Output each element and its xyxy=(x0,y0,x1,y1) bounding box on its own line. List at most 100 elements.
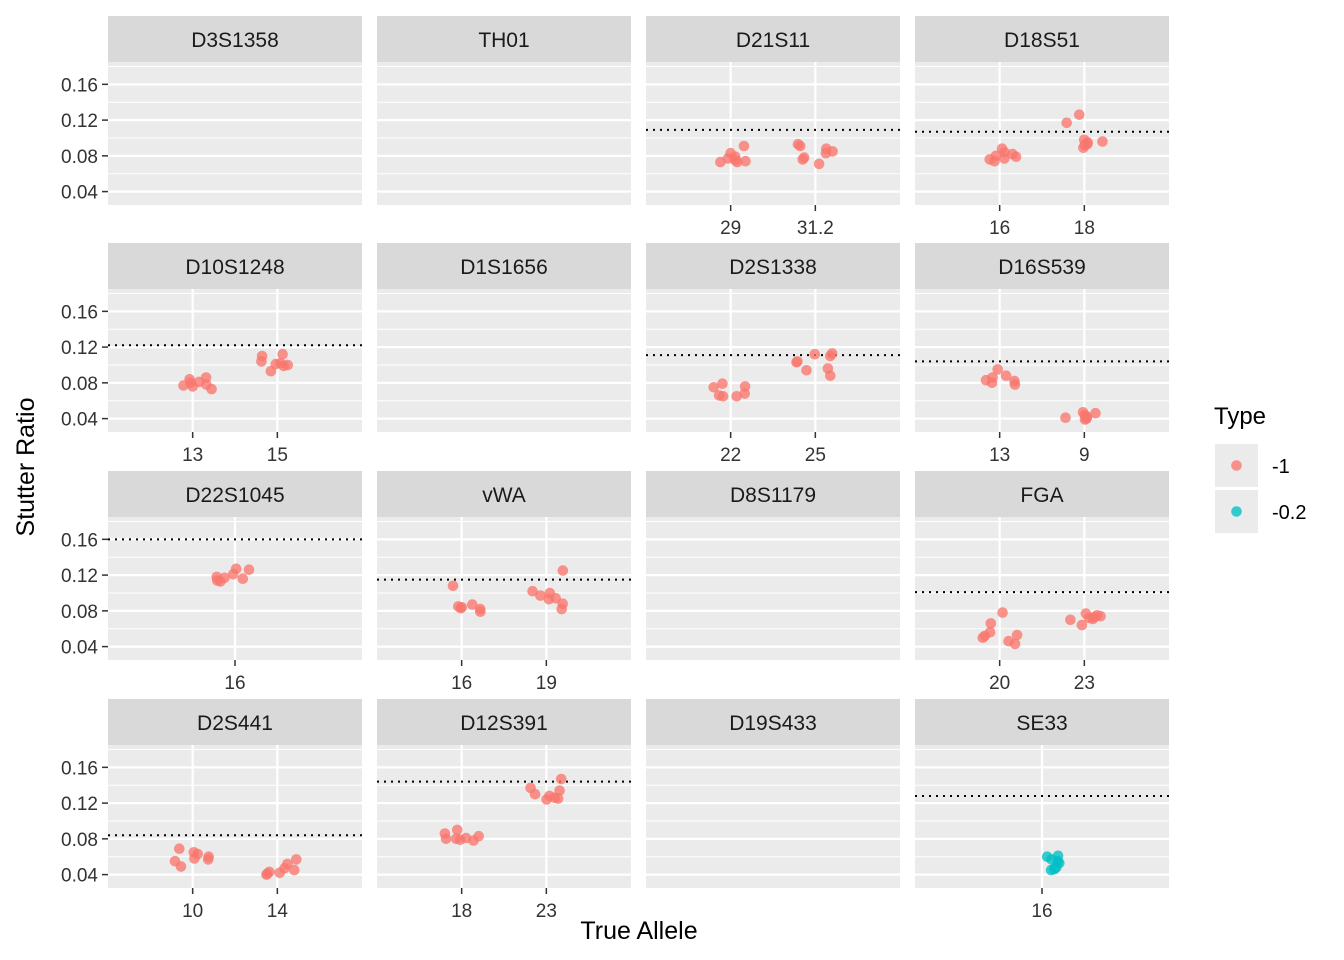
data-point xyxy=(541,794,552,805)
y-tick-label: 0.08 xyxy=(61,374,98,395)
data-point xyxy=(809,348,821,360)
data-point xyxy=(475,606,486,617)
data-point xyxy=(717,391,729,402)
facet-strip-label: vWA xyxy=(482,484,526,507)
data-point xyxy=(1009,638,1021,650)
x-tick-label: 31.2 xyxy=(797,218,834,239)
data-point xyxy=(202,854,214,865)
data-point xyxy=(452,824,463,836)
x-tick-label: 15 xyxy=(267,445,288,466)
facet-vwa: vWA 16 19 xyxy=(377,471,631,694)
data-point xyxy=(820,147,832,159)
x-tick-label: 23 xyxy=(1074,673,1095,694)
y-tick-label: 0.16 xyxy=(61,758,98,779)
y-tick-label: 0.16 xyxy=(61,75,98,96)
data-point xyxy=(535,590,546,601)
data-point xyxy=(791,357,802,368)
facet-strip xyxy=(915,243,1169,289)
data-point xyxy=(1087,613,1099,625)
legend-title: Type xyxy=(1214,403,1266,430)
panel-background xyxy=(646,517,900,660)
legend-label: -0.2 xyxy=(1272,502,1306,524)
panel-background xyxy=(377,517,631,660)
data-point xyxy=(447,580,459,592)
panel-background xyxy=(915,62,1169,205)
x-tick-label: 25 xyxy=(805,445,826,466)
data-point xyxy=(277,348,288,360)
facet-d21s11: D21S11 29 31.2 xyxy=(646,16,900,239)
y-tick-label: 0.12 xyxy=(61,566,98,587)
x-tick-label: 9 xyxy=(1079,445,1090,466)
panel-background xyxy=(108,62,362,205)
facet-se33: SE33 16 xyxy=(915,699,1169,922)
data-point xyxy=(825,350,836,362)
facet-strip xyxy=(108,243,362,289)
data-point xyxy=(1010,151,1022,162)
facet-strip xyxy=(108,471,362,517)
data-point xyxy=(265,365,277,377)
x-tick-label: 13 xyxy=(989,445,1010,466)
facet-d1s1656: D1S1656 xyxy=(377,243,631,432)
data-point xyxy=(291,854,302,865)
facet-d12s391: D12S391 18 23 xyxy=(377,699,631,922)
data-point xyxy=(555,773,567,785)
facet-d16s539: D16S539 13 9 xyxy=(915,243,1169,466)
facet-strip-label: FGA xyxy=(1020,484,1063,507)
y-tick-label: 0.08 xyxy=(61,602,98,623)
data-point xyxy=(797,154,808,165)
facet-strip-label: D3S1358 xyxy=(191,29,279,52)
x-tick-label: 18 xyxy=(1074,218,1095,239)
data-point xyxy=(801,365,812,376)
data-point xyxy=(529,788,541,800)
data-point xyxy=(278,360,290,372)
panel-background xyxy=(377,62,631,205)
data-point xyxy=(440,833,452,845)
data-point xyxy=(1079,414,1091,425)
y-tick-label: 0.04 xyxy=(61,183,98,204)
data-point xyxy=(989,155,1000,167)
data-point xyxy=(740,155,751,167)
facet-d10s1248: D10S1248 0.04 0.08 0.12 0.16 13 15 xyxy=(61,243,362,466)
x-tick-label: 16 xyxy=(451,673,472,694)
data-point xyxy=(543,593,555,605)
data-point xyxy=(261,869,272,880)
panel-background xyxy=(108,745,362,888)
data-point xyxy=(256,356,267,367)
data-point xyxy=(1065,614,1076,626)
facet-strip-label: D2S441 xyxy=(197,712,273,735)
data-point xyxy=(739,388,750,399)
data-point xyxy=(794,140,806,152)
x-tick-label: 13 xyxy=(182,445,203,466)
facet-strip-label: D16S539 xyxy=(998,256,1086,279)
y-tick-label: 0.04 xyxy=(61,866,98,887)
facet-d2s441: D2S441 0.04 0.08 0.12 0.16 10 14 xyxy=(61,699,362,922)
data-point xyxy=(557,565,569,576)
panel-background xyxy=(646,62,900,205)
data-point xyxy=(467,599,478,610)
data-point xyxy=(178,380,189,391)
y-tick-label: 0.12 xyxy=(61,338,98,359)
facet-strip-label: TH01 xyxy=(478,29,529,52)
data-point xyxy=(1061,117,1072,129)
data-point xyxy=(1000,370,1012,382)
data-point xyxy=(174,843,185,854)
data-point xyxy=(731,391,742,402)
data-point xyxy=(1045,864,1057,876)
x-tick-label: 23 xyxy=(536,901,557,922)
facet-th01: TH01 xyxy=(377,16,631,205)
facet-d8s1179: D8S1179 xyxy=(646,471,900,660)
panel-background xyxy=(108,289,362,432)
data-point xyxy=(274,867,286,879)
data-point xyxy=(999,153,1010,164)
facet-strip-label: D1S1656 xyxy=(460,256,548,279)
data-point xyxy=(1078,142,1089,154)
facet-strip xyxy=(915,471,1169,517)
panel-background xyxy=(377,289,631,432)
y-tick-label: 0.12 xyxy=(61,794,98,815)
data-point xyxy=(1009,379,1021,390)
data-point xyxy=(985,618,997,629)
data-point xyxy=(243,564,255,575)
facet-strip-label: D21S11 xyxy=(736,29,810,52)
data-point xyxy=(227,568,239,580)
x-tick-label: 19 xyxy=(536,673,557,694)
